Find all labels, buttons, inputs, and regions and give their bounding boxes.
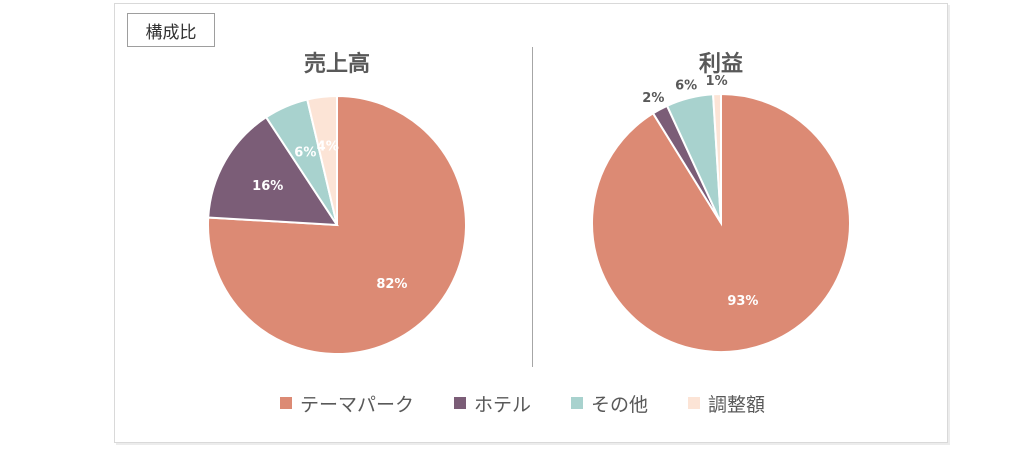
pie-slice: [306, 94, 338, 226]
legend-label: 調整額: [708, 393, 766, 416]
legend-swatch: [571, 397, 584, 409]
composition-tag: 構成比: [127, 13, 215, 47]
legend-label: その他: [591, 393, 649, 416]
pie-data-label: 2%: [642, 91, 664, 106]
pie-data-label: 82%: [376, 277, 407, 292]
pie-data-label: 4%: [317, 140, 339, 155]
pie-data-label: 16%: [252, 179, 283, 194]
legend-swatch: [280, 397, 292, 409]
legend-item: ホテル: [454, 390, 531, 417]
legend-swatch: [454, 397, 467, 409]
pie-data-label: 93%: [727, 294, 758, 309]
pie-slice: [711, 92, 722, 224]
pie-slice: [207, 94, 467, 355]
pie-data-label: 6%: [294, 146, 316, 161]
chart-title-profit: 利益: [698, 52, 743, 77]
chart-title-sales: 売上高: [303, 52, 370, 77]
legend-item: 調整額: [688, 390, 765, 417]
legend-label: ホテル: [474, 393, 532, 416]
legend-swatch: [688, 397, 701, 409]
legend: テーマパーク ホテル その他 調整額: [280, 389, 800, 417]
chart-divider: [532, 47, 533, 367]
legend-label: テーマパーク: [300, 393, 415, 416]
legend-item: その他: [571, 390, 648, 417]
pie-data-label: 1%: [706, 74, 728, 89]
pie-data-label: 6%: [675, 78, 697, 93]
legend-item: テーマパーク: [280, 390, 414, 417]
pie-slice: [207, 115, 339, 227]
